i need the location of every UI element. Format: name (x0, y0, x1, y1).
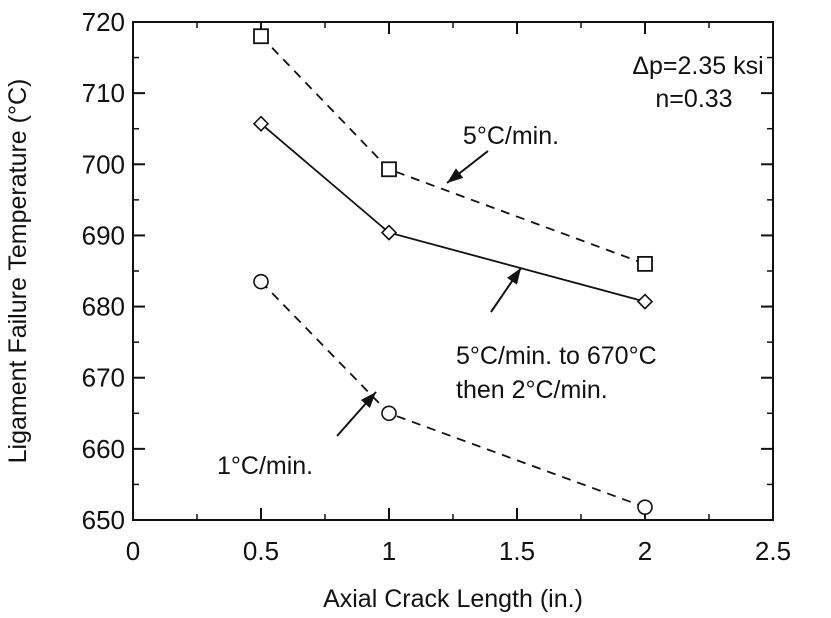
annotation-text: Δp=2.35 ksi (632, 52, 763, 80)
data-point-circle (253, 273, 269, 290)
y-tick-label: 680 (82, 292, 125, 322)
data-point-square (381, 161, 397, 178)
y-axis-title: Ligament Failure Temperature (°C) (4, 79, 32, 464)
y-tick-label: 690 (82, 220, 125, 250)
series-line-square (260, 35, 646, 265)
y-tick-label: 700 (82, 149, 125, 179)
annotation-text: n=0.33 (655, 85, 732, 113)
data-point-square (637, 255, 653, 272)
pointer-arrow-head (447, 168, 464, 183)
x-tick-label: 2 (638, 536, 652, 566)
y-tick-label: 720 (82, 7, 125, 37)
y-tick-label: 710 (82, 78, 125, 108)
y-tick-label: 670 (82, 363, 125, 393)
data-point-circle (637, 499, 653, 515)
x-tick-label: 1.5 (499, 536, 535, 566)
data-point-diamond (380, 224, 398, 241)
pointer-arrow-head (360, 392, 376, 408)
y-tick-label: 660 (82, 434, 125, 464)
data-point-square (253, 28, 269, 45)
data-point-diamond (636, 293, 654, 310)
series-line-diamond (260, 123, 646, 303)
annotation-text: 5°C/min. (463, 122, 559, 150)
data-point-circle (381, 405, 397, 422)
data-point-diamond (252, 115, 270, 132)
y-tick-label: 650 (82, 505, 125, 535)
x-tick-label: 1 (382, 536, 396, 566)
annotation-text: then 2°C/min. (456, 376, 608, 404)
annotation-text: 1°C/min. (217, 452, 313, 480)
x-tick-label: 0 (126, 536, 140, 566)
pointer-arrow-head (507, 268, 521, 285)
x-tick-label: 2.5 (755, 536, 791, 566)
annotation-text: 5°C/min. to 670°C (456, 342, 657, 370)
x-axis-title: Axial Crack Length (in.) (323, 585, 583, 613)
x-tick-label: 0.5 (243, 536, 279, 566)
